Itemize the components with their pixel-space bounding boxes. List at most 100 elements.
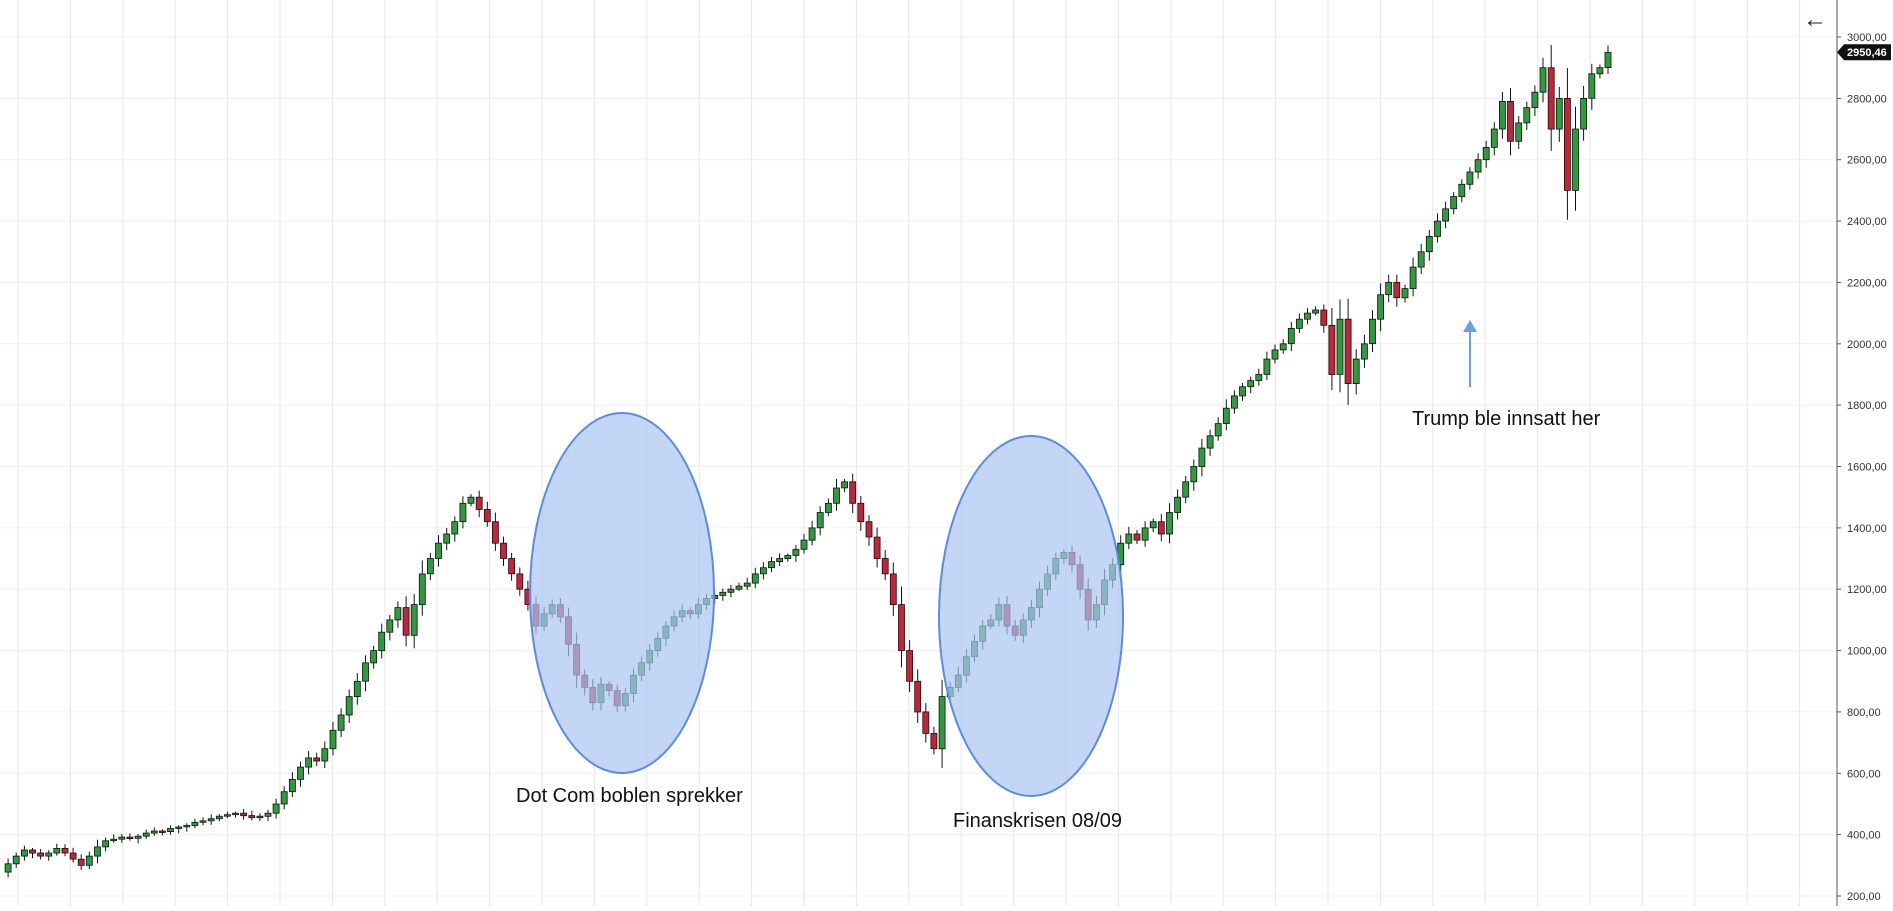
- candle-body: [248, 815, 256, 819]
- candle-body: [467, 496, 475, 504]
- candle-body: [841, 481, 848, 489]
- candle-body: [69, 852, 77, 860]
- candle-body: [459, 502, 467, 523]
- candle-body: [1141, 527, 1149, 541]
- candle-body: [1336, 318, 1344, 375]
- candle-body: [345, 696, 353, 716]
- y-tick-label: 1200,00: [1847, 584, 1887, 596]
- candle-body: [1385, 281, 1393, 296]
- candle-body: [256, 815, 264, 819]
- candle-body: [1401, 288, 1409, 299]
- candle-body: [1287, 327, 1295, 345]
- candle-body: [1328, 324, 1336, 375]
- candle-body: [1393, 281, 1401, 299]
- candle-body: [1296, 318, 1303, 329]
- candle-body: [1247, 380, 1255, 388]
- y-tick-label: 3000,00: [1847, 32, 1887, 44]
- candle-body: [816, 512, 824, 529]
- candle-body: [784, 555, 792, 559]
- y-tick-label: 1000,00: [1847, 646, 1887, 658]
- candle-body: [337, 714, 345, 731]
- back-button[interactable]: ←: [1800, 6, 1830, 34]
- candle-body: [329, 729, 337, 750]
- candle-body: [833, 487, 840, 504]
- candle-body: [175, 826, 183, 829]
- candle-body: [280, 791, 288, 805]
- y-tick-label: 1800,00: [1847, 400, 1887, 412]
- candle-body: [930, 733, 938, 750]
- candle-body: [288, 779, 296, 793]
- candle-body: [768, 561, 775, 569]
- candle-body: [516, 573, 524, 590]
- candle-body: [881, 558, 889, 575]
- grid: [0, 0, 1837, 906]
- candle-body: [800, 539, 808, 550]
- candle-body: [370, 650, 378, 664]
- candle-body: [402, 607, 410, 636]
- y-tick-label: 2200,00: [1847, 277, 1887, 289]
- candle-body: [1580, 98, 1587, 130]
- candle-body: [272, 803, 280, 814]
- candle-body: [1239, 386, 1246, 397]
- candle-body: [215, 815, 223, 820]
- y-tick-label: 2400,00: [1847, 216, 1887, 228]
- candle-body: [1572, 128, 1579, 191]
- candle-body: [20, 849, 28, 857]
- candle-body: [297, 766, 304, 780]
- candle-body: [1482, 146, 1490, 161]
- y-tick-label: 800,00: [1847, 707, 1881, 719]
- candle-body: [500, 542, 507, 559]
- candle-body: [410, 604, 418, 636]
- candle-body: [849, 481, 857, 504]
- candle-body: [1344, 318, 1352, 385]
- candle-body: [1555, 98, 1563, 130]
- candle-body: [158, 830, 166, 833]
- candle-body: [1320, 309, 1328, 326]
- candle-body: [1547, 67, 1555, 130]
- candle-body: [150, 830, 158, 834]
- y-axis: 200,00 400,00 600,00 800,00 1000,00 1200,00 14…: [1836, 0, 1891, 906]
- candle-body: [938, 696, 946, 750]
- y-tick-label: 2000,00: [1847, 339, 1887, 351]
- candle-body: [1222, 407, 1230, 424]
- candle-body: [232, 812, 239, 816]
- candle-body: [1361, 343, 1368, 360]
- candle-body: [183, 825, 191, 828]
- candle-body: [1182, 481, 1190, 498]
- y-tick-label: 2600,00: [1847, 155, 1887, 167]
- candle-body: [29, 849, 36, 854]
- candle-body: [825, 502, 832, 513]
- candle-body: [727, 588, 735, 593]
- candle-body: [873, 536, 881, 559]
- candle-body: [751, 573, 759, 584]
- candle-body: [1214, 423, 1222, 437]
- candle-body: [865, 521, 873, 538]
- candle-body: [37, 852, 44, 857]
- annotation-arrow-head: [1463, 320, 1477, 332]
- candle-body: [1190, 466, 1198, 483]
- candle-body: [443, 533, 451, 544]
- candle-body: [1490, 128, 1498, 148]
- candle-body: [1133, 533, 1141, 541]
- candle-body: [792, 548, 800, 556]
- candle-body: [53, 848, 61, 854]
- candle-body: [4, 863, 12, 873]
- candle-body: [1564, 98, 1571, 191]
- candle-body: [313, 757, 321, 762]
- candle-body: [483, 508, 491, 523]
- candle-body: [922, 711, 930, 734]
- candle-body: [1304, 312, 1311, 320]
- candle-body: [394, 607, 402, 621]
- candle-body: [305, 757, 313, 768]
- candle-body: [1279, 343, 1287, 351]
- candle-body: [353, 680, 361, 697]
- candle-body: [735, 585, 743, 590]
- candle-body: [362, 662, 369, 682]
- candle-body: [491, 521, 499, 544]
- candle-body: [264, 812, 272, 817]
- candle-body: [1442, 208, 1449, 222]
- candle-body: [1352, 358, 1360, 385]
- candle-body: [418, 573, 426, 606]
